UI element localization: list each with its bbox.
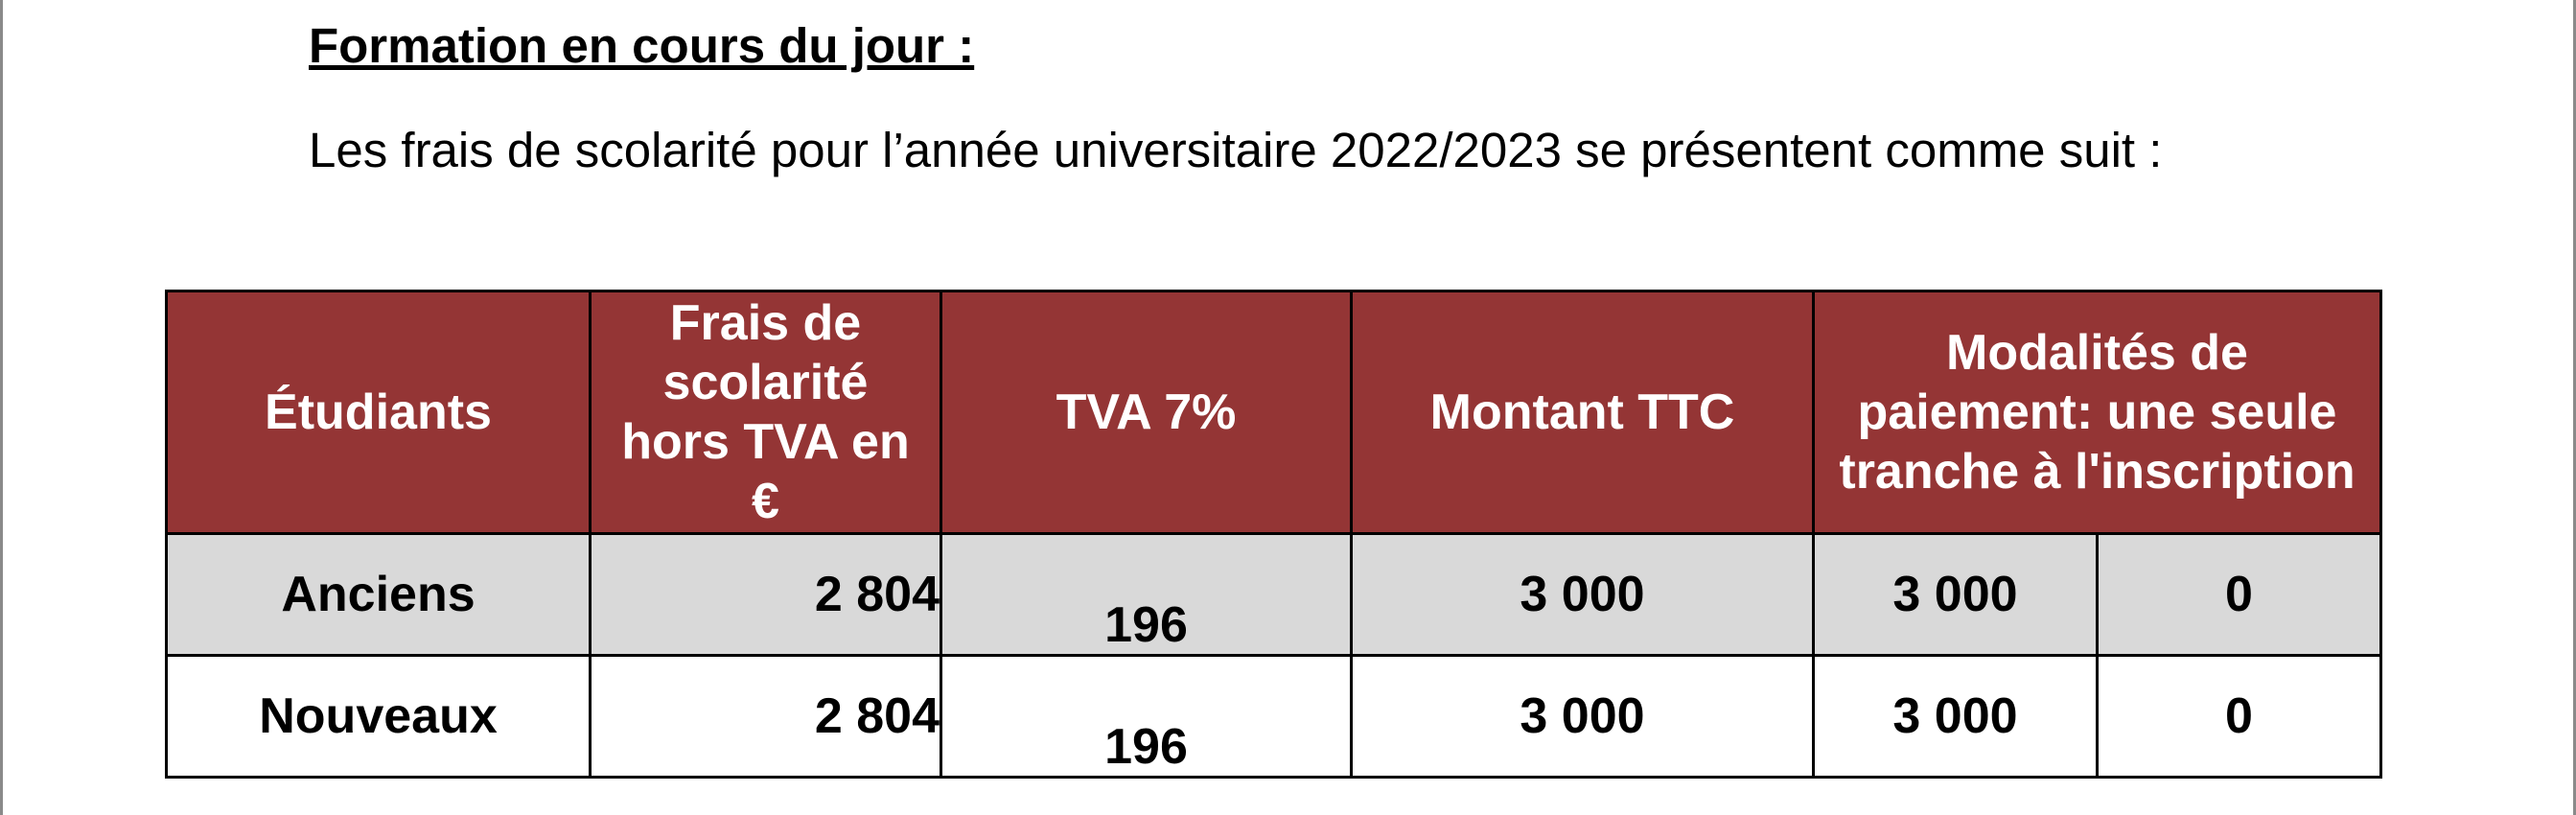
- table-row: Nouveaux 2 804 196 3 000 3 000 0: [165, 654, 2383, 779]
- student-type-cell: Nouveaux: [165, 654, 592, 779]
- total-incl-vat-cell: 3 000: [1350, 532, 1815, 657]
- page-border-left: [0, 0, 3, 815]
- fees-excl-vat-cell: 2 804: [589, 532, 942, 657]
- header-students: Étudiants: [165, 290, 592, 535]
- page-border-right: [2573, 0, 2576, 815]
- payment-remainder-cell: 0: [2095, 654, 2383, 779]
- header-vat: TVA 7%: [940, 290, 1353, 535]
- vat-cell: 196: [940, 532, 1353, 657]
- tuition-fees-table: Étudiants Frais de scolarité hors TVA en…: [165, 290, 2383, 779]
- intro-paragraph: Les frais de scolarité pour l’année univ…: [309, 123, 2163, 177]
- payment-amount-cell: 3 000: [1812, 654, 2099, 779]
- payment-remainder-cell: 0: [2095, 532, 2383, 657]
- table-header-row: Étudiants Frais de scolarité hors TVA en…: [165, 290, 2383, 535]
- header-payment-terms: Modalités de paiement: une seule tranche…: [1811, 290, 2383, 535]
- total-incl-vat-cell: 3 000: [1350, 654, 1815, 779]
- header-fees-excl-vat: Frais de scolarité hors TVA en €: [589, 290, 942, 535]
- table-row: Anciens 2 804 196 3 000 3 000 0: [165, 532, 2383, 657]
- student-type-cell: Anciens: [165, 532, 592, 657]
- fees-excl-vat-cell: 2 804: [589, 654, 942, 779]
- header-total-incl-vat: Montant TTC: [1350, 290, 1815, 535]
- payment-amount-cell: 3 000: [1812, 532, 2099, 657]
- vat-cell: 196: [940, 654, 1353, 779]
- section-heading: Formation en cours du jour :: [309, 18, 975, 73]
